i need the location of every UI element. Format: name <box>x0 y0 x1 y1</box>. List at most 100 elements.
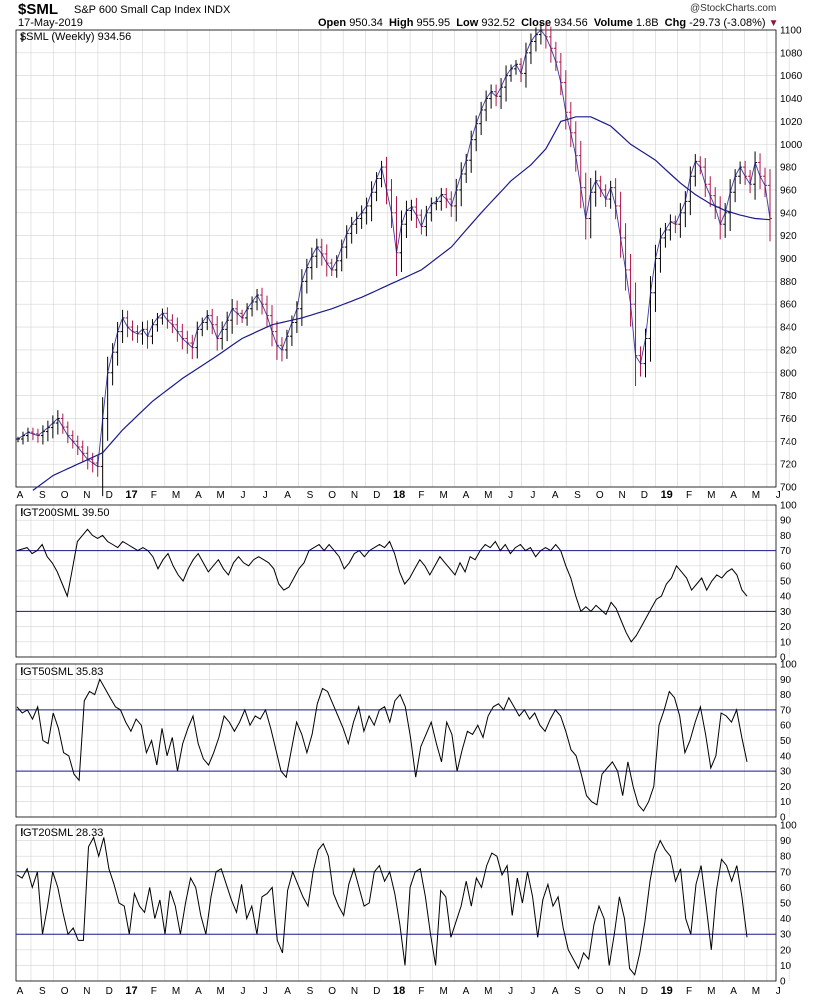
gt50-panel: 0 10 20 30 40 50 60 70 80 90 100 !GT50SML 35.83 <box>15 660 797 824</box>
x-year-label-bottom: 19 <box>661 985 673 997</box>
y-tick-label: 860 <box>780 300 797 311</box>
x-year-label: 19 <box>661 489 673 501</box>
gt200-panel: 0 10 20 30 40 50 60 70 80 90 100 !GT200SML 39.50 <box>15 501 797 664</box>
panel-frame <box>15 663 777 818</box>
x-month-label: A <box>17 490 24 501</box>
y-tick-label: 100 <box>780 821 797 832</box>
x-month-label-bottom: F <box>418 986 424 997</box>
x-month-label-bottom: M <box>440 986 448 997</box>
y-tick-label: 20 <box>780 782 792 793</box>
y-tick-label: 70 <box>780 705 792 716</box>
y-tick-label: 30 <box>780 767 792 778</box>
x-month-label: D <box>106 490 113 501</box>
x-month-label-bottom: O <box>61 986 69 997</box>
x-month-label-bottom: O <box>328 986 336 997</box>
x-month-label-bottom: J <box>530 986 535 997</box>
y-tick-label: 1000 <box>780 140 803 151</box>
x-year-label: 17 <box>125 489 137 501</box>
y-tick-label: 80 <box>780 531 792 542</box>
y-tick-label: 80 <box>780 852 792 863</box>
x-month-label-bottom: A <box>17 986 24 997</box>
exchange-label: INDX <box>204 4 231 16</box>
y-tick-label: 800 <box>780 368 797 379</box>
x-month-label: F <box>151 490 157 501</box>
y-tick-label: 90 <box>780 836 792 847</box>
indicator-line <box>16 528 748 643</box>
y-tick-label: 100 <box>780 501 797 512</box>
y-tick-label: 100 <box>780 660 797 671</box>
y-tick-label: 0 <box>780 977 786 988</box>
y-tick-label: 40 <box>780 592 792 603</box>
y-tick-label: 720 <box>780 460 797 471</box>
x-month-label: O <box>596 490 604 501</box>
x-month-label: M <box>172 490 180 501</box>
chart-date: 17-May-2019 <box>18 17 83 29</box>
y-tick-label: 40 <box>780 751 792 762</box>
gt20-panel: 0 10 20 30 40 50 60 70 80 90 100 !GT20SML 28.33 A S O N… <box>15 821 797 997</box>
x-month-label-bottom: F <box>151 986 157 997</box>
y-tick-label: 60 <box>780 561 792 572</box>
x-month-label-bottom: S <box>574 986 581 997</box>
x-year-label: 18 <box>393 489 405 501</box>
y-tick-label: 40 <box>780 914 792 925</box>
x-month-label: M <box>217 490 225 501</box>
low-value: 932.52 <box>481 17 515 29</box>
y-tick-label: 0 <box>780 813 786 824</box>
x-year-label-bottom: 18 <box>393 985 405 997</box>
volume-value: 1.8B <box>635 17 659 29</box>
y-tick-label: 80 <box>780 690 792 701</box>
y-tick-label: 700 <box>780 483 797 494</box>
close-label: Close <box>521 17 552 29</box>
y-tick-label: 840 <box>780 323 797 334</box>
x-month-label-bottom: M <box>707 986 715 997</box>
y-tick-label: 10 <box>780 961 792 972</box>
y-tick-label: 60 <box>780 883 792 894</box>
x-month-label: S <box>574 490 581 501</box>
x-month-label-bottom: J <box>508 986 513 997</box>
x-month-label: F <box>418 490 424 501</box>
open-label: Open <box>318 17 347 29</box>
x-month-label-bottom: A <box>730 986 737 997</box>
y-tick-label: 30 <box>780 930 792 941</box>
panel-frame <box>15 29 777 488</box>
y-tick-label: 50 <box>780 899 792 910</box>
y-tick-label: 960 <box>780 185 797 196</box>
price-panel-title: $SML (Weekly) 934.56 <box>20 31 131 43</box>
x-month-label-bottom: D <box>373 986 380 997</box>
y-tick-label: 20 <box>780 622 792 633</box>
y-tick-label: 50 <box>780 736 792 747</box>
y-tick-label: 70 <box>780 546 792 557</box>
open-value: 950.34 <box>349 17 383 29</box>
x-month-label: M <box>707 490 715 501</box>
x-month-label-bottom: J <box>776 986 781 997</box>
x-month-label: S <box>307 490 314 501</box>
y-tick-label: 0 <box>780 653 786 664</box>
x-month-label: J <box>530 490 535 501</box>
x-month-label-bottom: N <box>618 986 625 997</box>
y-tick-label: 50 <box>780 577 792 588</box>
high-label: High <box>388 17 414 29</box>
y-tick-label: 70 <box>780 867 792 878</box>
x-month-label-bottom: J <box>263 986 268 997</box>
x-month-label: A <box>284 490 291 501</box>
copyright-label: @StockCharts.com <box>690 3 777 14</box>
y-tick-label: 30 <box>780 607 792 618</box>
x-month-label: J <box>776 490 781 501</box>
indicator-line <box>16 836 748 976</box>
x-month-label: A <box>730 490 737 501</box>
y-tick-label: 900 <box>780 254 797 265</box>
x-month-label-bottom: F <box>686 986 692 997</box>
high-value: 955.95 <box>416 17 451 29</box>
panel-frame <box>15 504 777 658</box>
x-month-label: N <box>83 490 90 501</box>
x-month-label: D <box>373 490 380 501</box>
close-value: 934.56 <box>554 17 588 29</box>
y-tick-label: 980 <box>780 163 797 174</box>
down-triangle-icon: ▼ <box>768 18 779 29</box>
moving-average-line <box>32 116 771 491</box>
y-tick-label: 90 <box>780 675 792 686</box>
ohlc-summary: Open 950.34 High 955.95 Low 932.52 Close… <box>318 17 779 29</box>
index-name: S&P 600 Small Cap Index <box>74 4 201 16</box>
indicator-title: !GT20SML 28.33 <box>20 827 103 839</box>
